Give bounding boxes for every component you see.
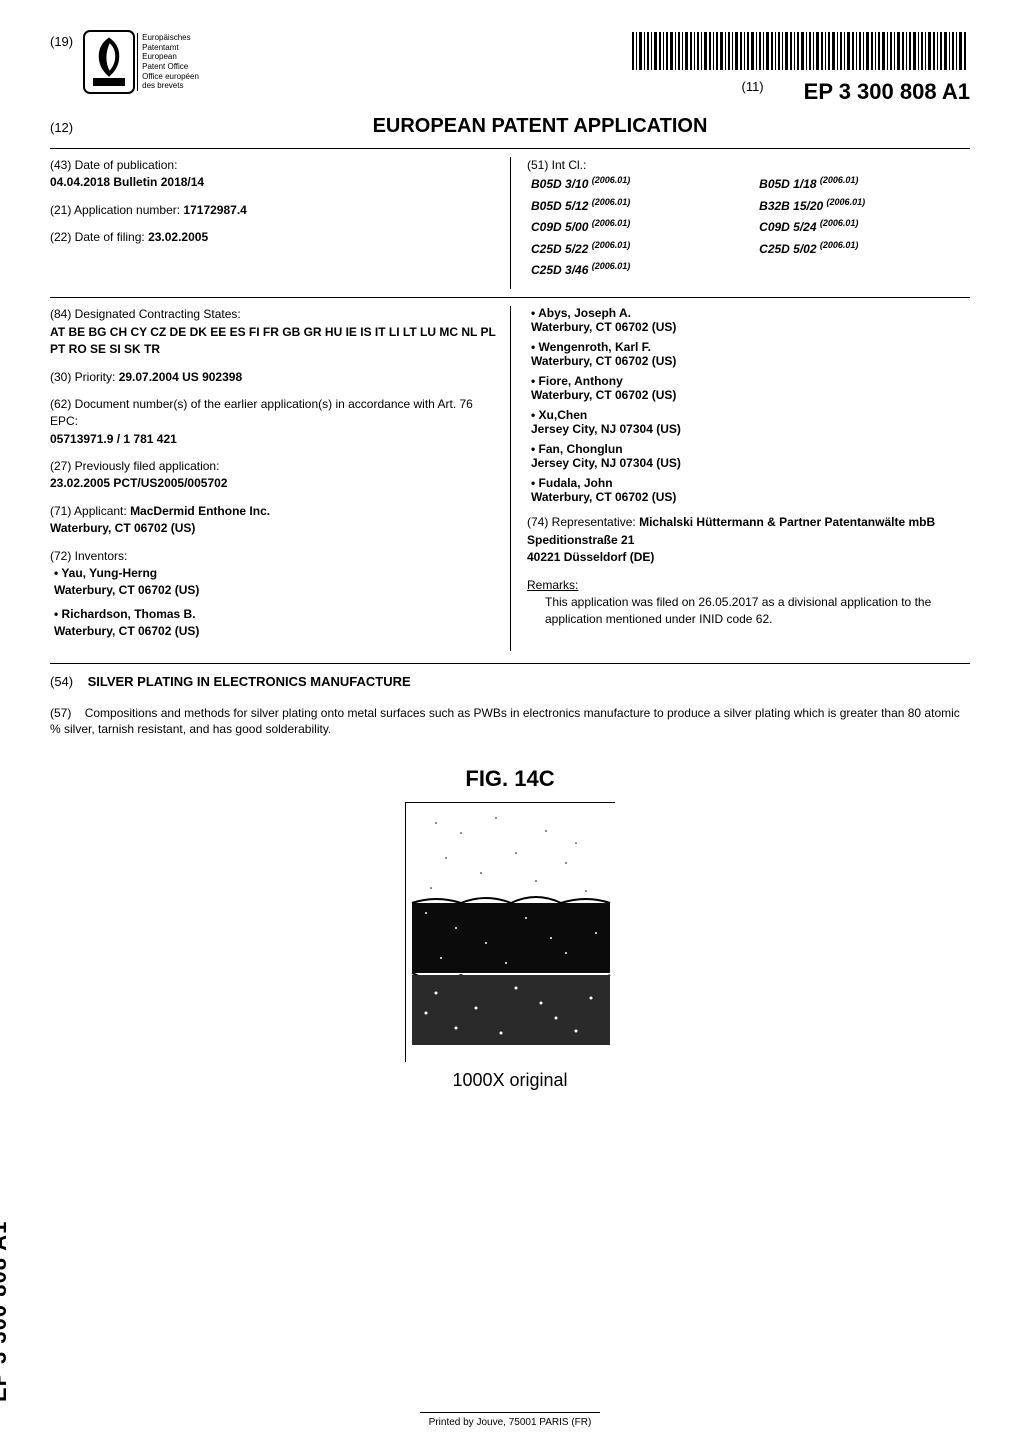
field-21-value: 17172987.4 xyxy=(183,203,246,217)
field-22-value: 23.02.2005 xyxy=(148,230,208,244)
barcode-icon xyxy=(630,30,970,72)
inventor-item: • Fudala, JohnWaterbury, CT 06702 (US) xyxy=(531,476,970,504)
biblio-main-section: (84) Designated Contracting States: AT B… xyxy=(50,297,970,658)
field-22: (22) Date of filing: 23.02.2005 xyxy=(50,229,498,246)
office-label-line: Europäisches xyxy=(142,33,199,43)
header-row: (19) Europäisches Patentamt European Pat… xyxy=(50,30,970,105)
field-72: (72) Inventors: • Yau, Yung-HerngWaterbu… xyxy=(50,548,498,641)
inventors-left-list: • Yau, Yung-HerngWaterbury, CT 06702 (US… xyxy=(50,565,498,641)
field-74-addr2: 40221 Düsseldorf (DE) xyxy=(527,550,654,564)
figure-label: 1000X original xyxy=(452,1070,567,1091)
footer-text: Printed by Jouve, 75001 PARIS (FR) xyxy=(429,1417,592,1428)
publication-number: EP 3 300 808 A1 xyxy=(804,79,970,105)
biblio-top-left: (43) Date of publication: 04.04.2018 Bul… xyxy=(50,157,510,289)
field-27-label: (27) Previously filed application: xyxy=(50,459,219,473)
field-74-name: Michalski Hüttermann & Partner Patentanw… xyxy=(639,515,935,529)
field-71: (71) Applicant: MacDermid Enthone Inc. W… xyxy=(50,503,498,538)
field-27: (27) Previously filed application: 23.02… xyxy=(50,458,498,493)
inventor-item: • Abys, Joseph A.Waterbury, CT 06702 (US… xyxy=(531,306,970,334)
ipc-item: C25D 5/02 (2006.01) xyxy=(759,239,970,258)
office-label-line: European xyxy=(142,52,199,62)
field-43-label: (43) Date of publication: xyxy=(50,158,177,172)
ipc-grid: B05D 3/10 (2006.01) B05D 1/18 (2006.01) B0… xyxy=(531,174,970,279)
remarks-text: This application was filed on 26.05.2017… xyxy=(527,594,970,629)
field-62: (62) Document number(s) of the earlier a… xyxy=(50,396,498,448)
field-71-addr: Waterbury, CT 06702 (US) xyxy=(50,521,195,535)
field-11: (11) xyxy=(741,79,763,105)
field-27-value: 23.02.2005 PCT/US2005/005702 xyxy=(50,476,227,490)
field-54-num: (54) xyxy=(50,674,73,689)
inventor-item: • Richardson, Thomas B.Waterbury, CT 067… xyxy=(54,606,498,641)
figure-image-icon xyxy=(406,803,616,1063)
inventor-item: • Xu,ChenJersey City, NJ 07304 (US) xyxy=(531,408,970,436)
footer-rule xyxy=(420,1412,600,1413)
field-57-num: (57) xyxy=(50,706,71,720)
abstract-text: Compositions and methods for silver plat… xyxy=(50,706,960,737)
ipc-item: B05D 5/12 (2006.01) xyxy=(531,196,735,215)
field-30: (30) Priority: 29.07.2004 US 902398 xyxy=(50,369,498,386)
application-type-title: EUROPEAN PATENT APPLICATION xyxy=(110,115,970,138)
ipc-item: B05D 3/10 (2006.01) xyxy=(531,174,735,193)
field-21-label: (21) Application number: xyxy=(50,203,180,217)
field-30-value: 29.07.2004 US 902398 xyxy=(119,370,242,384)
field-51: (51) Int Cl.: B05D 3/10 (2006.01) B05D 1/… xyxy=(527,157,970,279)
field-51-label: (51) Int Cl.: xyxy=(527,158,586,172)
ipc-item: C09D 5/00 (2006.01) xyxy=(531,217,735,236)
inventor-item: • Wengenroth, Karl F.Waterbury, CT 06702… xyxy=(531,340,970,368)
ipc-item: C09D 5/24 (2006.01) xyxy=(759,217,970,236)
office-label-line: Patentamt xyxy=(142,43,199,53)
field-84-label: (84) Designated Contracting States: xyxy=(50,307,241,321)
office-label-line: Patent Office xyxy=(142,62,199,72)
ipc-item: C25D 5/22 (2006.01) xyxy=(531,239,735,258)
field-57: (57) Compositions and methods for silver… xyxy=(50,705,970,739)
title-row: (12) EUROPEAN PATENT APPLICATION xyxy=(50,115,970,138)
ipc-item: B32B 15/20 (2006.01) xyxy=(759,196,970,215)
field-54: (54) SILVER PLATING IN ELECTRONICS MANUF… xyxy=(50,663,970,689)
inventors-right-list: • Abys, Joseph A.Waterbury, CT 06702 (US… xyxy=(527,306,970,504)
ipc-item: B05D 1/18 (2006.01) xyxy=(759,174,970,193)
field-43-value: 04.04.2018 Bulletin 2018/14 xyxy=(50,175,204,189)
ipc-item: C25D 3/46 (2006.01) xyxy=(531,260,735,279)
figure-frame xyxy=(405,802,615,1062)
field-71-label: (71) Applicant: xyxy=(50,504,127,518)
biblio-main-right: • Abys, Joseph A.Waterbury, CT 06702 (US… xyxy=(510,306,970,650)
field-71-name: MacDermid Enthone Inc. xyxy=(130,504,270,518)
field-12: (12) xyxy=(50,120,110,135)
biblio-main-left: (84) Designated Contracting States: AT B… xyxy=(50,306,510,650)
inventor-item: • Fan, ChonglunJersey City, NJ 07304 (US… xyxy=(531,442,970,470)
field-43: (43) Date of publication: 04.04.2018 Bul… xyxy=(50,157,498,192)
barcode-block: (11) EP 3 300 808 A1 xyxy=(630,30,970,105)
field-30-label: (30) Priority: xyxy=(50,370,115,384)
field-21: (21) Application number: 17172987.4 xyxy=(50,202,498,219)
inventor-item: • Yau, Yung-HerngWaterbury, CT 06702 (US… xyxy=(54,565,498,600)
footer: Printed by Jouve, 75001 PARIS (FR) xyxy=(0,1412,1020,1428)
field-74: (74) Representative: Michalski Hütterman… xyxy=(527,514,970,566)
biblio-top-right: (51) Int Cl.: B05D 3/10 (2006.01) B05D 1/… xyxy=(510,157,970,289)
field-72-label: (72) Inventors: xyxy=(50,549,127,563)
pubnum-row: (11) EP 3 300 808 A1 xyxy=(630,79,970,105)
field-62-value: 05713971.9 / 1 781 421 xyxy=(50,432,177,446)
office-labels: Europäisches Patentamt European Patent O… xyxy=(137,33,199,91)
biblio-top-section: (43) Date of publication: 04.04.2018 Bul… xyxy=(50,148,970,297)
field-84: (84) Designated Contracting States: AT B… xyxy=(50,306,498,358)
epo-logo-icon xyxy=(83,30,135,94)
field-19: (19) xyxy=(50,30,73,49)
office-label-line: des brevets xyxy=(142,81,199,91)
field-74-addr1: Speditionstraße 21 xyxy=(527,533,634,547)
field-74-label: (74) Representative: xyxy=(527,515,636,529)
field-62-label: (62) Document number(s) of the earlier a… xyxy=(50,397,473,428)
remarks-block: Remarks: This application was filed on 2… xyxy=(527,577,970,629)
inventor-item: • Fiore, AnthonyWaterbury, CT 06702 (US) xyxy=(531,374,970,402)
remarks-label: Remarks: xyxy=(527,578,578,592)
logo-block: Europäisches Patentamt European Patent O… xyxy=(83,30,199,94)
field-22-label: (22) Date of filing: xyxy=(50,230,145,244)
invention-title: SILVER PLATING IN ELECTRONICS MANUFACTUR… xyxy=(88,674,411,689)
figure-wrap: 1000X original xyxy=(50,802,970,1091)
figure-caption: FIG. 14C xyxy=(50,766,970,792)
spine-pub-number: EP 3 300 808 A1 xyxy=(0,1221,12,1402)
field-84-value: AT BE BG CH CY CZ DE DK EE ES FI FR GB G… xyxy=(50,325,496,356)
office-label-line: Office européen xyxy=(142,72,199,82)
